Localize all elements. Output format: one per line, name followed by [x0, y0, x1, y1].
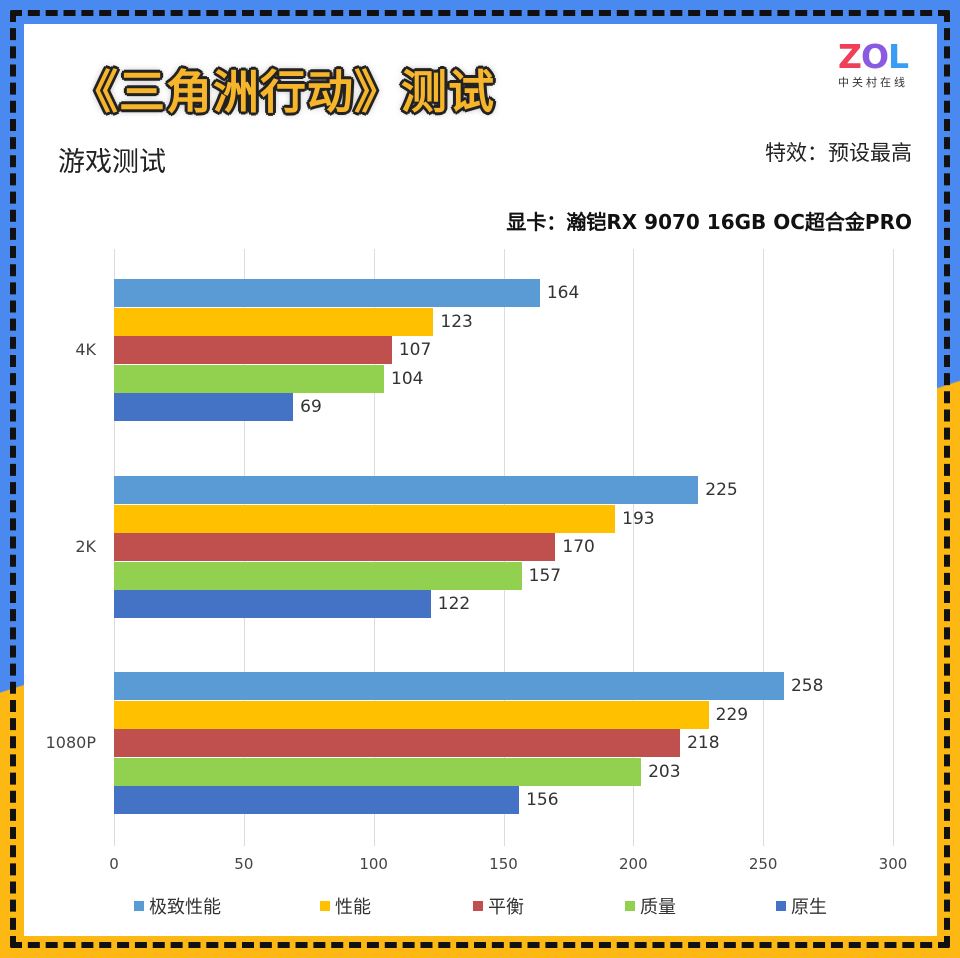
bar-2k-1 [114, 504, 616, 533]
zol-logo-mark: ZOL [838, 40, 928, 73]
bar-1080p-2 [114, 729, 681, 758]
legend-item[interactable]: 原生 [776, 893, 827, 919]
bar-value-label: 69 [300, 397, 322, 418]
gridline [893, 249, 894, 846]
bar-4k-2 [114, 336, 392, 365]
effects-setting: 特效：预设最高 [765, 141, 912, 165]
x-tick-label: 200 [619, 855, 648, 873]
bar-value-label: 229 [715, 704, 749, 725]
bar-2k-2 [114, 533, 556, 562]
x-tick-label: 300 [878, 855, 908, 873]
bar-1080p-4 [114, 786, 520, 815]
legend-swatch-icon [776, 901, 786, 911]
legend-item[interactable]: 性能 [320, 893, 371, 919]
bar-4k-4 [114, 393, 294, 422]
dashed-border [10, 10, 950, 948]
bar-1080p-3 [114, 757, 642, 786]
x-tick-label: 250 [748, 855, 778, 873]
bar-4k-3 [114, 364, 385, 393]
bar-value-label: 104 [391, 368, 424, 389]
gridline [763, 249, 765, 846]
legend-label: 原生 [791, 897, 827, 918]
bar-value-label: 157 [528, 565, 562, 586]
legend-label: 极致性能 [149, 897, 221, 918]
bar-value-label: 218 [687, 733, 720, 754]
bar-value-label: 203 [648, 761, 681, 782]
logo-letter-o: O [860, 37, 889, 76]
legend-item[interactable]: 平衡 [473, 893, 524, 919]
legend-swatch-icon [625, 901, 635, 911]
bar-value-label: 122 [437, 594, 471, 615]
legend-swatch-icon [473, 901, 483, 911]
x-tick-label: 150 [489, 855, 518, 873]
page-title: 《三角洲行动》测试 [72, 65, 495, 119]
bar-2k-0 [114, 476, 699, 504]
x-tick-label: 100 [359, 855, 388, 873]
bar-value-label: 170 [562, 537, 595, 558]
legend-label: 质量 [640, 897, 676, 918]
zol-logo: ZOL 中关村在线 [838, 40, 928, 90]
gridline [633, 249, 635, 846]
bar-2k-4 [114, 590, 431, 619]
legend-item[interactable]: 质量 [625, 893, 676, 919]
legend-swatch-icon [134, 901, 144, 911]
bar-value-label: 258 [790, 676, 824, 696]
plot-area: 164 123 107 104 69 225 193 170 157 122 258 229 218 20… [114, 249, 894, 846]
bar-1080p-1 [114, 700, 709, 729]
bar-1080p-0 [114, 672, 784, 700]
x-tick-label: 50 [234, 855, 254, 873]
bar-value-label: 123 [440, 311, 473, 332]
category-label-1080p: 1080P [45, 732, 96, 752]
bar-value-label: 156 [526, 790, 559, 811]
chart-subtitle: 游戏测试 [58, 147, 166, 178]
legend-swatch-icon [320, 901, 330, 911]
category-label-4k: 4K [75, 339, 96, 359]
bar-value-label: 225 [705, 480, 738, 500]
legend-label: 性能 [335, 897, 371, 918]
bar-value-label: 107 [398, 340, 432, 361]
bar-value-label: 193 [622, 508, 655, 529]
gpu-info: 显卡：瀚铠RX 9070 16GB OC超合金PRO [506, 210, 912, 234]
bar-4k-1 [114, 307, 434, 336]
category-label-2k: 2K [75, 536, 96, 556]
logo-letter-l: L [888, 37, 909, 76]
bar-value-label: 164 [546, 283, 580, 303]
logo-subtitle: 中关村在线 [838, 76, 908, 89]
legend-item[interactable]: 极致性能 [134, 893, 221, 919]
legend-label: 平衡 [488, 897, 524, 918]
x-tick-label: 0 [109, 855, 119, 873]
logo-letter-z: Z [838, 37, 862, 76]
bar-4k-0 [114, 279, 540, 307]
bar-2k-3 [114, 561, 522, 590]
